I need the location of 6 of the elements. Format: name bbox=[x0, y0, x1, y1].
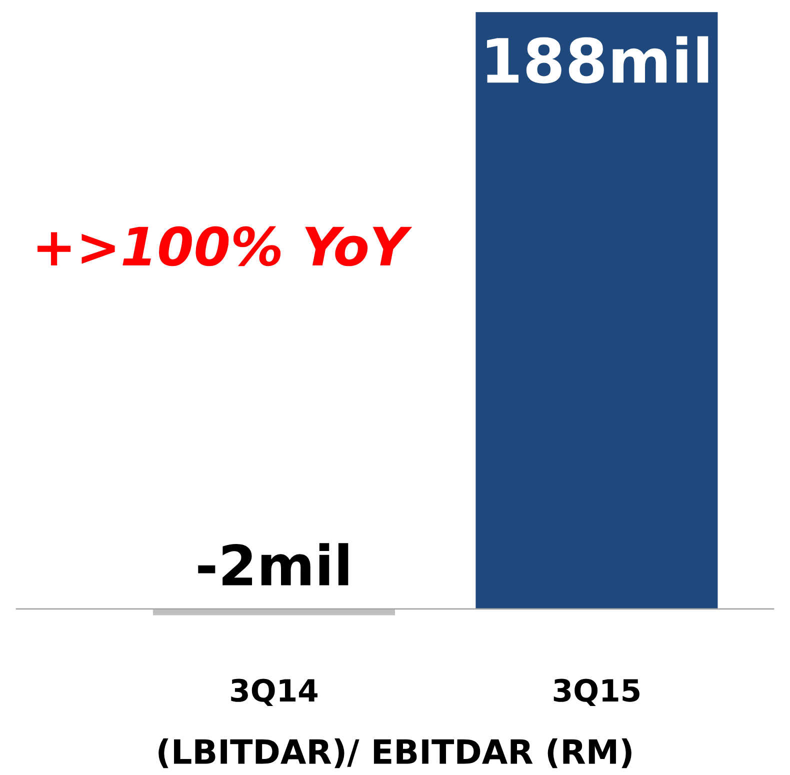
data-label: -2mil bbox=[198, 543, 348, 586]
x-axis-title: (LBITDAR)/ EBITDAR (RM) bbox=[158, 738, 632, 768]
x-tick-label: 3Q15 bbox=[554, 678, 640, 706]
x-tick-label: 3Q14 bbox=[231, 678, 318, 706]
data-label: 188mil bbox=[487, 36, 708, 84]
annotation: +>100% YoY bbox=[38, 226, 412, 266]
